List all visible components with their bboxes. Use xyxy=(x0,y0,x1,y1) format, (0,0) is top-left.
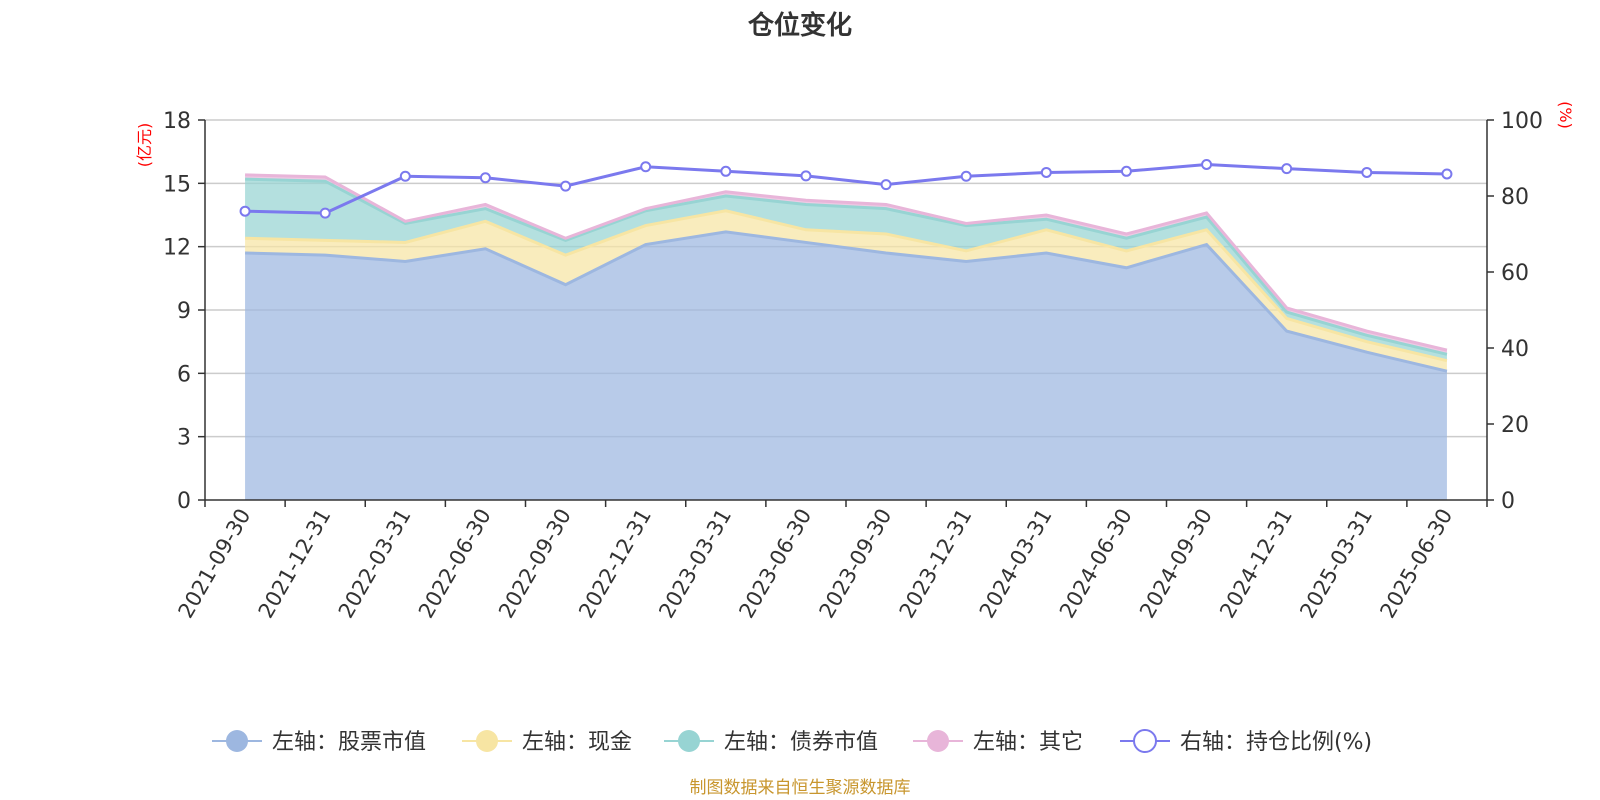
ratio-point xyxy=(1281,163,1293,175)
ratio-line-series xyxy=(239,158,1453,219)
legend-marker xyxy=(226,730,248,752)
right-tick-label: 40 xyxy=(1501,337,1529,362)
x-tick-label: 2022-03-31 xyxy=(334,505,416,623)
legend-label: 左轴：债券市值 xyxy=(724,730,878,755)
ratio-point xyxy=(1441,168,1453,180)
x-tick-label: 2022-06-30 xyxy=(414,505,496,623)
left-tick-label: 9 xyxy=(177,299,191,324)
source-note: 制图数据来自恒生聚源数据库 xyxy=(690,778,911,798)
left-tick-label: 0 xyxy=(177,489,191,514)
ratio-point xyxy=(399,170,411,182)
ratio-point xyxy=(960,170,972,182)
left-tick-label: 15 xyxy=(163,172,191,197)
left-tick-label: 6 xyxy=(177,362,191,387)
left-tick-label: 12 xyxy=(163,236,191,261)
area-edge-左轴：其它 xyxy=(245,173,1448,352)
ratio-point xyxy=(319,207,331,219)
x-tick-label: 2025-03-31 xyxy=(1295,505,1377,623)
x-tick-label: 2023-12-31 xyxy=(895,505,977,623)
x-tick-label: 2021-09-30 xyxy=(174,505,256,623)
x-tick-label: 2023-03-31 xyxy=(654,505,736,623)
area-edge-左轴：现金 xyxy=(245,209,1448,363)
ratio-point xyxy=(1361,166,1373,178)
ratio-point xyxy=(1040,166,1052,178)
right-tick-label: 100 xyxy=(1501,109,1543,134)
area-左轴：现金 xyxy=(245,210,1447,372)
left-tick-label: 18 xyxy=(163,109,191,134)
x-tick-label: 2023-06-30 xyxy=(734,505,816,623)
ratio-line xyxy=(245,162,1447,215)
right-tick-label: 60 xyxy=(1501,261,1529,286)
ratio-point xyxy=(479,172,491,184)
area-series xyxy=(245,173,1448,500)
right-axis-unit: (%) xyxy=(1556,101,1575,129)
area-edge-左轴：债券市值 xyxy=(245,177,1448,356)
right-tick-label: 80 xyxy=(1501,185,1529,210)
x-tick-label: 2022-12-31 xyxy=(574,505,656,623)
area-edge-左轴：股票市值 xyxy=(245,230,1448,373)
ratio-point xyxy=(1120,165,1132,177)
legend-label: 右轴：持仓比例(%) xyxy=(1180,730,1372,755)
area-左轴：债券市值 xyxy=(245,179,1447,361)
legend-label: 左轴：股票市值 xyxy=(272,730,426,755)
x-tick-label: 2022-09-30 xyxy=(494,505,576,623)
x-tick-label: 2024-12-31 xyxy=(1215,505,1297,623)
right-tick-label: 20 xyxy=(1501,413,1529,438)
left-axis-unit: (亿元) xyxy=(135,123,154,168)
legend-marker xyxy=(476,730,498,752)
chart-title: 仓位变化 xyxy=(747,10,852,41)
x-tick-label: 2023-09-30 xyxy=(815,505,897,623)
x-tick-label: 2025-06-30 xyxy=(1375,505,1457,623)
legend-label: 左轴：其它 xyxy=(973,730,1083,755)
legend-label: 左轴：现金 xyxy=(522,730,632,755)
legend-marker xyxy=(1133,729,1157,753)
ratio-point xyxy=(560,180,572,192)
ratio-point xyxy=(1201,158,1213,170)
x-tick-label: 2021-12-31 xyxy=(254,505,336,623)
x-tick-label: 2024-09-30 xyxy=(1135,505,1217,623)
legend-marker xyxy=(678,730,700,752)
ratio-point xyxy=(880,179,892,191)
ratio-point xyxy=(640,161,652,173)
left-tick-label: 3 xyxy=(177,426,191,451)
ratio-point xyxy=(800,170,812,182)
legend: 左轴：股票市值 左轴：现金 左轴：债券市值 左轴：其它 右轴：持仓比例(%) xyxy=(212,729,1372,755)
x-tick-label: 2024-03-31 xyxy=(975,505,1057,623)
area-左轴：股票市值 xyxy=(245,231,1447,500)
right-tick-label: 0 xyxy=(1501,489,1515,514)
ratio-point xyxy=(239,205,251,217)
ratio-point xyxy=(720,165,732,177)
legend-marker xyxy=(927,730,949,752)
x-tick-label: 2024-06-30 xyxy=(1055,505,1137,623)
